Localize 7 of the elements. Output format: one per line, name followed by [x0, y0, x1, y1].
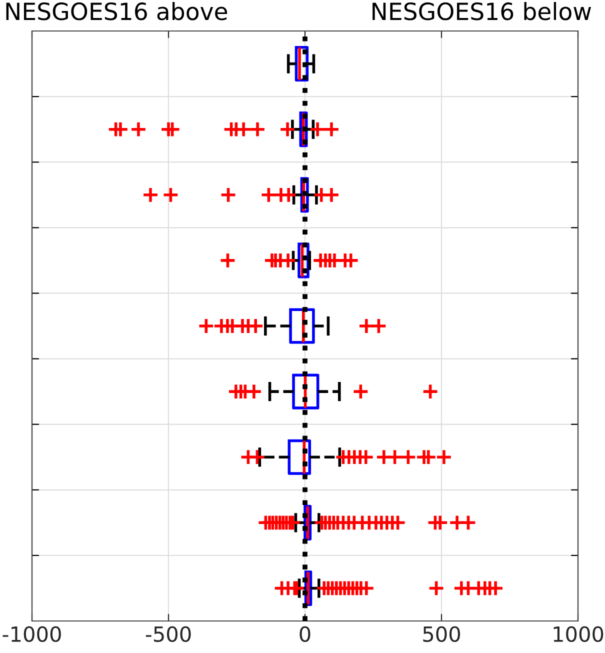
x-tick-label: 0	[300, 626, 310, 642]
x-tick-label: -1000	[2, 626, 61, 642]
x-tick-label: -500	[146, 626, 191, 642]
text: NESGOES16 below	[372, 2, 591, 20]
text: NESGOES16 above	[6, 2, 228, 20]
x-tick-label: 500	[423, 626, 460, 642]
x-tick-label: 1000	[554, 626, 604, 642]
